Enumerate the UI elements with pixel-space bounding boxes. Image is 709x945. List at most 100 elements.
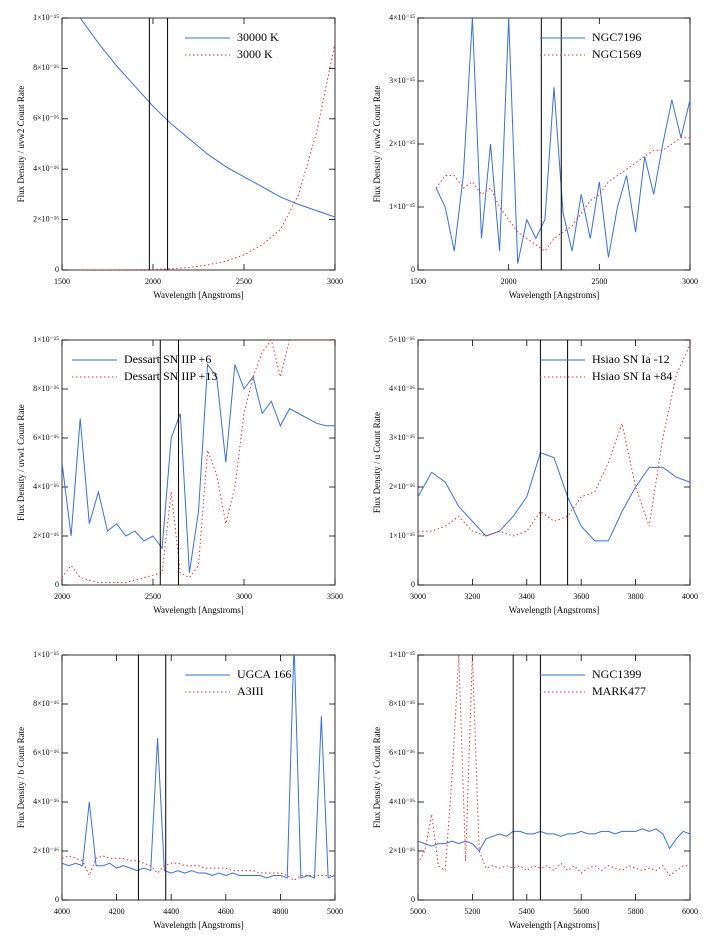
y-tick-label: 5×10⁻¹⁶ (389, 335, 415, 344)
series-line (418, 655, 690, 877)
y-tick-label: 2×10⁻¹⁶ (389, 482, 415, 491)
y-tick-label: 1×10⁻¹⁶ (389, 531, 415, 540)
y-tick-label: 6×10⁻¹⁶ (33, 433, 59, 442)
legend-label: 3000 K (237, 47, 273, 61)
x-tick-label: 4000 (54, 907, 70, 916)
x-axis-label: Wavelength [Angstroms] (509, 605, 600, 615)
series-line (418, 452, 690, 542)
x-tick-label: 4600 (218, 907, 234, 916)
x-axis-label: Wavelength [Angstroms] (153, 920, 244, 930)
plot-area (418, 344, 690, 542)
x-tick-label: 3800 (628, 592, 644, 601)
y-tick-label: 4×10⁻¹⁶ (33, 164, 59, 173)
x-tick-label: 5800 (628, 907, 644, 916)
series-line (79, 18, 335, 218)
y-tick-label: 1×10⁻¹⁵ (33, 335, 59, 344)
series-line (62, 855, 335, 882)
y-tick-label: 0 (411, 895, 415, 904)
plot-area (418, 655, 690, 877)
x-tick-label: 4800 (272, 907, 288, 916)
x-tick-label: 5200 (464, 907, 480, 916)
y-tick-label: 2×10⁻¹⁵ (389, 139, 415, 148)
x-tick-label: 2500 (145, 592, 161, 601)
plot-frame (61, 654, 336, 901)
x-tick-label: 3200 (464, 592, 480, 601)
x-tick-label: 3000 (327, 277, 343, 286)
y-tick-label: 1×10⁻¹⁵ (389, 650, 415, 659)
x-tick-label: 1500 (54, 277, 70, 286)
x-tick-label: 3000 (410, 592, 426, 601)
x-tick-label: 5400 (519, 907, 535, 916)
legend-label: Dessart SN IIP +13 (124, 369, 217, 383)
y-tick-label: 6×10⁻¹⁶ (33, 114, 59, 123)
x-tick-label: 3500 (327, 592, 343, 601)
x-tick-label: 2000 (145, 277, 161, 286)
legend-label: NGC1399 (592, 667, 641, 681)
plot-frame (417, 17, 691, 271)
y-tick-label: 1×10⁻¹⁵ (389, 202, 415, 211)
y-tick-label: 8×10⁻¹⁶ (33, 384, 59, 393)
x-tick-label: 2000 (54, 592, 70, 601)
series-line (62, 655, 335, 879)
y-tick-label: 4×10⁻¹⁶ (389, 384, 415, 393)
plot-frame (417, 339, 691, 586)
legend-label: Dessart SN IIP +6 (124, 352, 211, 366)
y-tick-label: 8×10⁻¹⁶ (33, 699, 59, 708)
y-tick-label: 0 (411, 265, 415, 274)
series-line (435, 137, 690, 252)
y-tick-label: 8×10⁻¹⁶ (389, 699, 415, 708)
x-tick-label: 5000 (327, 907, 343, 916)
y-tick-label: 2×10⁻¹⁶ (33, 846, 59, 855)
x-tick-label: 4200 (109, 907, 125, 916)
y-tick-label: 3×10⁻¹⁵ (389, 76, 415, 85)
y-tick-label: 2×10⁻¹⁶ (33, 214, 59, 223)
series-line (62, 363, 335, 573)
y-tick-label: 6×10⁻¹⁶ (389, 748, 415, 757)
x-tick-label: 5000 (410, 907, 426, 916)
y-tick-label: 0 (55, 895, 59, 904)
y-tick-label: 4×10⁻¹⁵ (389, 13, 415, 22)
y-axis-label: Flux Density / uvw2 Count Rate (16, 86, 26, 203)
y-tick-label: 1×10⁻¹⁵ (33, 650, 59, 659)
x-tick-label: 2500 (591, 277, 607, 286)
series-line (418, 828, 690, 852)
plot-area (435, 18, 690, 264)
plot-frame (61, 17, 336, 271)
x-tick-label: 3400 (519, 592, 535, 601)
y-axis-label: Flux Density / uvw1 Count Rate (16, 404, 26, 521)
legend-label: UGCA 166 (237, 667, 291, 681)
x-tick-label: 2500 (236, 277, 252, 286)
y-tick-label: 1×10⁻¹⁵ (33, 13, 59, 22)
y-tick-label: 0 (55, 580, 59, 589)
y-axis-label: Flux Density / b Count Rate (16, 727, 26, 828)
y-tick-label: 0 (411, 580, 415, 589)
x-axis-label: Wavelength [Angstroms] (509, 290, 600, 300)
y-tick-label: 4×10⁻¹⁶ (33, 482, 59, 491)
x-tick-label: 5600 (573, 907, 589, 916)
legend-label: Hsiao SN Ia +84 (592, 369, 672, 383)
legend-label: NGC1569 (592, 47, 641, 61)
legend-label: 30000 K (237, 30, 279, 44)
y-tick-label: 4×10⁻¹⁶ (33, 797, 59, 806)
x-tick-label: 3600 (573, 592, 589, 601)
x-axis-label: Wavelength [Angstroms] (509, 920, 600, 930)
legend-label: MARK477 (592, 684, 646, 698)
legend-label: NGC7196 (592, 30, 641, 44)
y-tick-label: 0 (55, 265, 59, 274)
series-line (80, 43, 335, 270)
x-axis-label: Wavelength [Angstroms] (153, 605, 244, 615)
plot-area (62, 655, 335, 882)
x-tick-label: 4000 (682, 592, 698, 601)
y-axis-label: Flux Density / v Count Rate (372, 727, 382, 828)
legend-label: Hsiao SN Ia -12 (592, 352, 670, 366)
x-tick-label: 1500 (410, 277, 426, 286)
y-tick-label: 6×10⁻¹⁶ (33, 748, 59, 757)
plot-area (62, 340, 335, 584)
y-tick-label: 2×10⁻¹⁶ (389, 846, 415, 855)
plot-frame (417, 654, 691, 901)
plot-area (79, 18, 335, 270)
y-tick-label: 2×10⁻¹⁶ (33, 531, 59, 540)
x-axis-label: Wavelength [Angstroms] (153, 290, 244, 300)
